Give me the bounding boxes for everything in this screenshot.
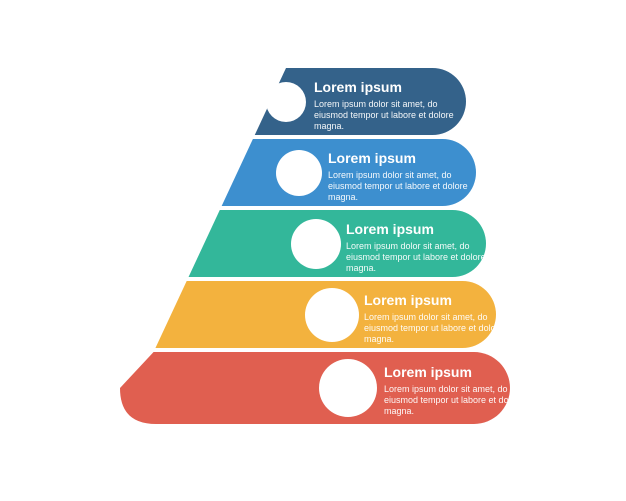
level-band (0, 352, 626, 424)
level-text: Lorem ipsum Lorem ipsum dolor sit amet, d… (328, 150, 468, 204)
level-title: Lorem ipsum (314, 79, 454, 95)
level-title: Lorem ipsum (364, 292, 504, 308)
level-circle-icon (305, 288, 359, 342)
level-title: Lorem ipsum (346, 221, 486, 237)
level-body: Lorem ipsum dolor sit amet, do eiusmod t… (328, 170, 468, 204)
level-circle-icon (291, 219, 341, 269)
pyramid-level-5: Lorem ipsum Lorem ipsum dolor sit amet, d… (0, 352, 626, 424)
pyramid-level-4: Lorem ipsum Lorem ipsum dolor sit amet, d… (0, 281, 626, 348)
level-body: Lorem ipsum dolor sit amet, do eiusmod t… (346, 241, 486, 275)
level-body: Lorem ipsum dolor sit amet, do eiusmod t… (384, 384, 524, 418)
level-circle-icon (276, 150, 322, 196)
level-text: Lorem ipsum Lorem ipsum dolor sit amet, d… (346, 221, 486, 275)
level-title: Lorem ipsum (384, 364, 524, 380)
level-title: Lorem ipsum (328, 150, 468, 166)
level-text: Lorem ipsum Lorem ipsum dolor sit amet, d… (364, 292, 504, 346)
pyramid-infographic: Lorem ipsum Lorem ipsum dolor sit amet, d… (0, 0, 626, 501)
level-band (0, 68, 626, 135)
pyramid-level-1: Lorem ipsum Lorem ipsum dolor sit amet, d… (0, 68, 626, 135)
level-body: Lorem ipsum dolor sit amet, do eiusmod t… (314, 99, 454, 133)
level-circle-icon (319, 359, 377, 417)
level-circle-icon (266, 82, 306, 122)
pyramid-level-2: Lorem ipsum Lorem ipsum dolor sit amet, d… (0, 139, 626, 206)
level-text: Lorem ipsum Lorem ipsum dolor sit amet, d… (314, 79, 454, 133)
level-text: Lorem ipsum Lorem ipsum dolor sit amet, d… (384, 364, 524, 418)
pyramid-level-3: Lorem ipsum Lorem ipsum dolor sit amet, d… (0, 210, 626, 277)
level-body: Lorem ipsum dolor sit amet, do eiusmod t… (364, 312, 504, 346)
